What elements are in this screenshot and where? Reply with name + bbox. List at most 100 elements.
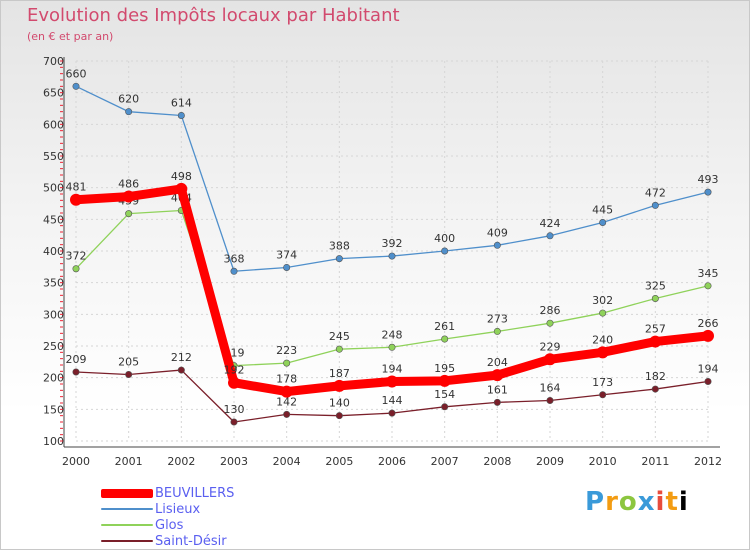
data-label: 388 [329,240,350,253]
line-chart: 100 150 200 250 300 350 400 450 500 550 600 650 700 2… [43,55,722,468]
data-point [649,335,662,348]
data-label: 424 [540,217,561,230]
data-label: 498 [171,170,192,183]
data-point [546,319,554,327]
data-point [122,190,135,203]
data-point [596,346,609,359]
data-label: 194 [382,362,403,375]
data-point [546,396,554,404]
data-point [544,353,556,366]
data-label: 245 [329,330,350,343]
data-point [335,255,343,263]
legend-item-lisieux: Lisieux [101,501,234,517]
x-tick-label: 2004 [273,455,301,468]
y-tick-label: 350 [43,277,64,290]
data-label: 223 [276,344,297,357]
data-label: 481 [66,181,87,194]
x-tick-label: 2009 [536,455,564,468]
data-label: 368 [224,252,245,265]
x-tick-label: 2007 [431,455,459,468]
y-tick-label: 650 [43,87,64,100]
data-point [599,391,607,399]
data-point [283,263,291,271]
legend-label: Glos [155,517,184,533]
legend-label: Lisieux [155,501,201,517]
legend: BEUVILLERS Lisieux Glos Saint-Désir [101,485,234,549]
data-point [491,369,504,382]
data-point [230,267,238,275]
data-label: 392 [382,237,403,250]
data-label: 660 [66,67,87,80]
y-tick-label: 100 [43,435,64,448]
y-tick-label: 600 [43,118,64,131]
x-tick-label: 2012 [694,455,722,468]
data-point [228,376,240,389]
data-point [493,241,501,249]
data-label: 240 [592,333,613,346]
data-label: 302 [592,294,613,307]
data-point [386,375,398,388]
data-point [651,294,659,302]
data-point [280,385,293,398]
data-label: 205 [118,356,139,369]
y-tick-label: 150 [43,403,64,416]
data-label: 614 [171,96,192,109]
data-label: 154 [434,388,455,401]
data-label: 212 [171,351,192,364]
data-point [72,368,80,376]
legend-item-saint-desir: Saint-Désir [101,533,234,549]
data-label: 178 [276,373,297,386]
data-label: 261 [434,320,455,333]
data-label: 187 [329,367,350,380]
y-tick-label: 500 [43,182,64,195]
data-point [335,345,343,353]
data-point [175,182,188,195]
data-label: 209 [66,353,87,366]
legend-label: BEUVILLERS [155,485,235,501]
data-label: 266 [698,317,719,330]
legend-item-glos: Glos [101,517,234,533]
data-label: 325 [645,280,666,293]
x-tick-label: 2000 [62,455,90,468]
data-label: 194 [698,362,719,375]
data-label: 161 [487,383,508,396]
x-tick-label: 2006 [378,455,406,468]
data-point [333,379,346,392]
data-point [177,366,185,374]
data-label: 140 [329,397,350,410]
chart-subtitle: (en € et par an) [27,30,114,43]
x-tick-label: 2005 [325,455,353,468]
y-tick-label: 200 [43,372,64,385]
legend-item-beuvillers: BEUVILLERS [101,485,234,501]
data-label: 486 [118,178,139,191]
data-point [441,335,449,343]
data-label: 195 [434,362,455,375]
data-label: 229 [540,340,561,353]
x-tick-label: 2010 [589,455,617,468]
legend-swatch-lisieux [101,508,153,510]
data-point [388,343,396,351]
legend-swatch-saint-desir [101,540,153,542]
data-point [438,374,451,387]
legend-swatch-beuvillers [101,488,153,498]
x-tick-label: 2011 [641,455,669,468]
data-point [283,410,291,418]
data-point [702,329,714,342]
data-point [493,327,501,335]
data-label: 472 [645,186,666,199]
data-label: 374 [276,248,297,261]
data-label: 286 [540,304,561,317]
data-point [70,193,82,206]
data-point [493,398,501,406]
data-point [704,188,712,196]
data-label: 445 [592,204,613,217]
data-point [177,111,185,119]
data-point [599,309,607,317]
data-point [704,282,712,290]
data-label: 620 [118,93,139,106]
data-label: 204 [487,356,508,369]
data-point [388,252,396,260]
data-label: 164 [540,381,561,394]
x-tick-label: 2003 [220,455,248,468]
